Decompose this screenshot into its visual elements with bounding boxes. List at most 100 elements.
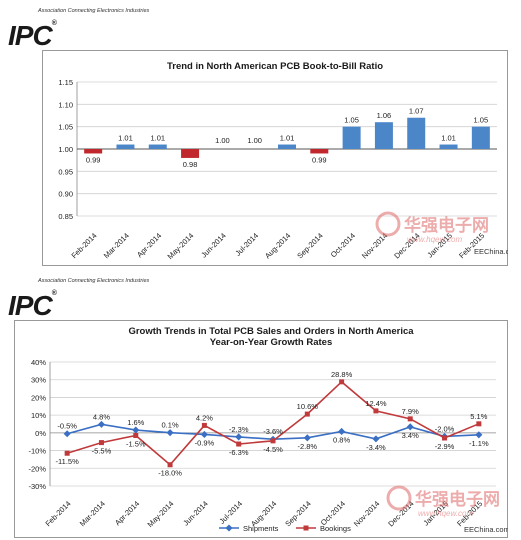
ipc-logo: IPC® bbox=[8, 20, 57, 52]
ipc-logo-text: IPC bbox=[8, 290, 53, 321]
data-label: -1.1% bbox=[469, 439, 489, 448]
legend: Shipments Bookings bbox=[219, 524, 351, 533]
data-label: -2.8% bbox=[298, 442, 318, 451]
credit-label: EEChina.com bbox=[474, 247, 508, 256]
data-point bbox=[236, 441, 242, 447]
growth-trends-panel: Association Connecting Electronics Indus… bbox=[0, 270, 521, 540]
data-point bbox=[167, 462, 173, 468]
bar bbox=[84, 149, 103, 154]
watermark-logo-icon bbox=[386, 485, 412, 511]
association-tagline: Association Connecting Electronics Indus… bbox=[38, 278, 150, 284]
chart-title: Trend in North American PCB Book-to-Bill… bbox=[167, 61, 383, 72]
watermark-url: www.hqew.com bbox=[407, 235, 462, 244]
y-tick-label: 1.15 bbox=[58, 78, 73, 87]
data-label: -2.9% bbox=[435, 442, 455, 451]
watermark-url: www.hqew.com bbox=[418, 509, 473, 518]
data-point bbox=[406, 423, 414, 431]
data-point bbox=[476, 421, 482, 427]
data-label: 12.4% bbox=[365, 399, 387, 408]
watermark-brand: 华强电子网 bbox=[404, 215, 489, 235]
bar bbox=[407, 117, 426, 149]
data-label: 1.06 bbox=[377, 111, 392, 120]
bar bbox=[181, 149, 200, 158]
data-label: 1.01 bbox=[441, 134, 456, 143]
data-point bbox=[372, 435, 380, 443]
data-label: 1.00 bbox=[215, 136, 230, 145]
y-tick-label: 0% bbox=[35, 429, 46, 438]
data-label: -5.5% bbox=[92, 447, 112, 456]
watermark: 华强电子网 www.hqew.com bbox=[386, 485, 500, 518]
association-tagline: Association Connecting Electronics Indus… bbox=[38, 8, 150, 14]
data-label: 1.01 bbox=[150, 134, 165, 143]
y-tick-label: -30% bbox=[28, 482, 46, 491]
data-label: 0.8% bbox=[333, 435, 350, 444]
book-to-bill-panel: Association Connecting Electronics Indus… bbox=[0, 0, 521, 268]
bar bbox=[342, 126, 361, 149]
data-point bbox=[442, 435, 448, 441]
data-label: -2.0% bbox=[435, 424, 455, 433]
registered-mark: ® bbox=[51, 20, 57, 27]
data-point bbox=[98, 440, 104, 446]
bar bbox=[116, 144, 135, 149]
data-label: -2.3% bbox=[229, 425, 249, 434]
chart-frame bbox=[42, 50, 508, 266]
legend-label: Bookings bbox=[320, 524, 351, 533]
data-label: 3.4% bbox=[402, 431, 419, 440]
data-point bbox=[166, 429, 174, 437]
data-label: 0.98 bbox=[183, 160, 198, 169]
data-label: 28.8% bbox=[331, 370, 353, 379]
data-point bbox=[270, 438, 276, 444]
data-label: 7.9% bbox=[402, 407, 419, 416]
credit-label: EEChina.com bbox=[464, 525, 508, 534]
y-tick-label: -20% bbox=[28, 464, 46, 473]
data-label: 5.1% bbox=[470, 412, 487, 421]
data-label: 0.99 bbox=[86, 155, 101, 164]
data-point bbox=[475, 431, 483, 439]
bar bbox=[374, 122, 393, 149]
data-point bbox=[133, 433, 139, 439]
y-tick-label: 40% bbox=[31, 358, 46, 367]
data-label: 10.6% bbox=[297, 402, 319, 411]
data-label: 0.99 bbox=[312, 155, 327, 164]
data-label: -6.3% bbox=[229, 448, 249, 457]
book-to-bill-chart: Trend in North American PCB Book-to-Bill… bbox=[42, 50, 508, 266]
data-label: -3.6% bbox=[263, 427, 283, 436]
data-label: 1.01 bbox=[118, 134, 133, 143]
data-label: -11.5% bbox=[56, 457, 80, 466]
data-label: -3.4% bbox=[366, 443, 386, 452]
data-label: -0.5% bbox=[57, 422, 77, 431]
data-label: 4.2% bbox=[196, 413, 213, 422]
chart-title: Growth Trends in Total PCB Sales and Ord… bbox=[128, 326, 414, 337]
data-point bbox=[132, 426, 140, 434]
chart-subtitle: Year-on-Year Growth Rates bbox=[210, 337, 332, 348]
legend-marker bbox=[225, 524, 233, 532]
data-point bbox=[303, 434, 311, 442]
y-tick-label: 20% bbox=[31, 393, 46, 402]
bar bbox=[278, 144, 296, 149]
watermark: 华强电子网 www.hqew.com bbox=[375, 211, 489, 244]
data-point bbox=[63, 430, 71, 438]
legend-label: Shipments bbox=[243, 524, 279, 533]
bar bbox=[439, 144, 458, 149]
ipc-logo: IPC® bbox=[8, 290, 57, 322]
data-label: 1.01 bbox=[280, 134, 295, 143]
ipc-logo-text: IPC bbox=[8, 20, 53, 51]
data-point bbox=[235, 433, 243, 441]
y-tick-label: -10% bbox=[28, 447, 46, 456]
y-tick-label: 30% bbox=[31, 376, 46, 385]
data-point bbox=[200, 430, 208, 438]
data-point bbox=[97, 420, 105, 428]
y-tick-label: 1.00 bbox=[58, 145, 73, 154]
data-label: 1.05 bbox=[344, 116, 359, 125]
data-label: -1.5% bbox=[126, 440, 146, 449]
data-label: 1.6% bbox=[127, 418, 144, 427]
bar bbox=[471, 126, 490, 149]
data-label: 1.07 bbox=[409, 107, 424, 116]
data-label: 1.05 bbox=[474, 116, 489, 125]
data-label: -18.0% bbox=[158, 469, 182, 478]
watermark-logo-icon bbox=[375, 211, 401, 237]
data-point bbox=[64, 450, 70, 456]
chart-frame bbox=[14, 320, 508, 538]
y-tick-label: 0.85 bbox=[58, 212, 73, 221]
data-point bbox=[201, 422, 207, 428]
